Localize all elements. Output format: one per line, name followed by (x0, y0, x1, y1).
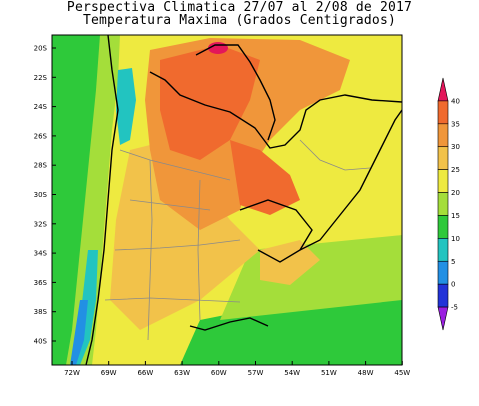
lat-tick-label: 22S (34, 74, 48, 82)
colorbar-label: 20 (451, 189, 460, 197)
colorbar-label: 0 (451, 281, 455, 289)
colorbar-label: 35 (451, 120, 460, 128)
lon-tick-label: 72W (64, 369, 80, 377)
colorbar-label: 30 (451, 143, 460, 151)
colorbar-label: 40 (451, 97, 460, 105)
colorbar-label: -5 (451, 304, 458, 312)
lat-tick-label: 26S (34, 132, 48, 140)
lat-tick-label: 38S (34, 308, 48, 316)
province-borders (104, 139, 371, 341)
lat-tick-label: 40S (34, 338, 48, 346)
lat-tick-label: 24S (34, 103, 48, 111)
lat-tick-label: 30S (34, 191, 48, 199)
temperature-field (52, 35, 402, 365)
map-frame (51, 34, 403, 366)
colorbar-label: 15 (451, 212, 460, 220)
colorbar-segment (437, 169, 449, 193)
country-borders (85, 35, 402, 365)
lat-tick-label: 20S (34, 45, 48, 53)
lat-tick-label: 34S (34, 250, 48, 258)
longitude-tick-labels: 72W 69W 66W 63W 60W 57W 54W 51W 48W 45W (64, 361, 410, 377)
colorbar-segment (437, 146, 449, 170)
colorbar-segment (437, 100, 449, 125)
colorbar-segment (437, 123, 449, 148)
lon-tick-label: 45W (394, 369, 410, 377)
colorbar-segment (437, 283, 449, 308)
lon-tick-label: 51W (321, 369, 337, 377)
colorbar-segment (437, 192, 449, 216)
lon-tick-label: 57W (248, 369, 264, 377)
map-title-line-1: Perspectiva Climatica 27/07 al 2/08 de 2… (66, 0, 413, 15)
colorbar-label: 25 (451, 166, 460, 174)
colorbar-segment (437, 260, 449, 285)
lat-tick-label: 36S (34, 279, 48, 287)
lat-tick-label: 32S (34, 220, 48, 228)
colorbar-segment (437, 77, 449, 102)
latitude-tick-labels: 20S 22S 24S 26S 28S 30S 32S 34S 36S 38S 40S (34, 45, 56, 346)
lon-tick-label: 48W (358, 369, 374, 377)
colorbar-segment (437, 306, 449, 331)
colorbar-label: 5 (451, 258, 455, 266)
lat-tick-label: 28S (34, 162, 48, 170)
lon-tick-label: 66W (137, 369, 153, 377)
lon-tick-label: 54W (284, 369, 300, 377)
lon-tick-label: 63W (174, 369, 190, 377)
lon-tick-label: 60W (211, 369, 227, 377)
colorbar-segment (437, 238, 449, 262)
colorbar: 40 35 30 25 20 15 10 5 0 -5 (437, 77, 460, 331)
colorbar-segment (437, 215, 449, 239)
map-title-line-2: Temperatura Maxima (Grados Centigrados) (82, 13, 397, 28)
colorbar-label: 10 (451, 235, 460, 243)
lon-tick-label: 69W (101, 369, 117, 377)
